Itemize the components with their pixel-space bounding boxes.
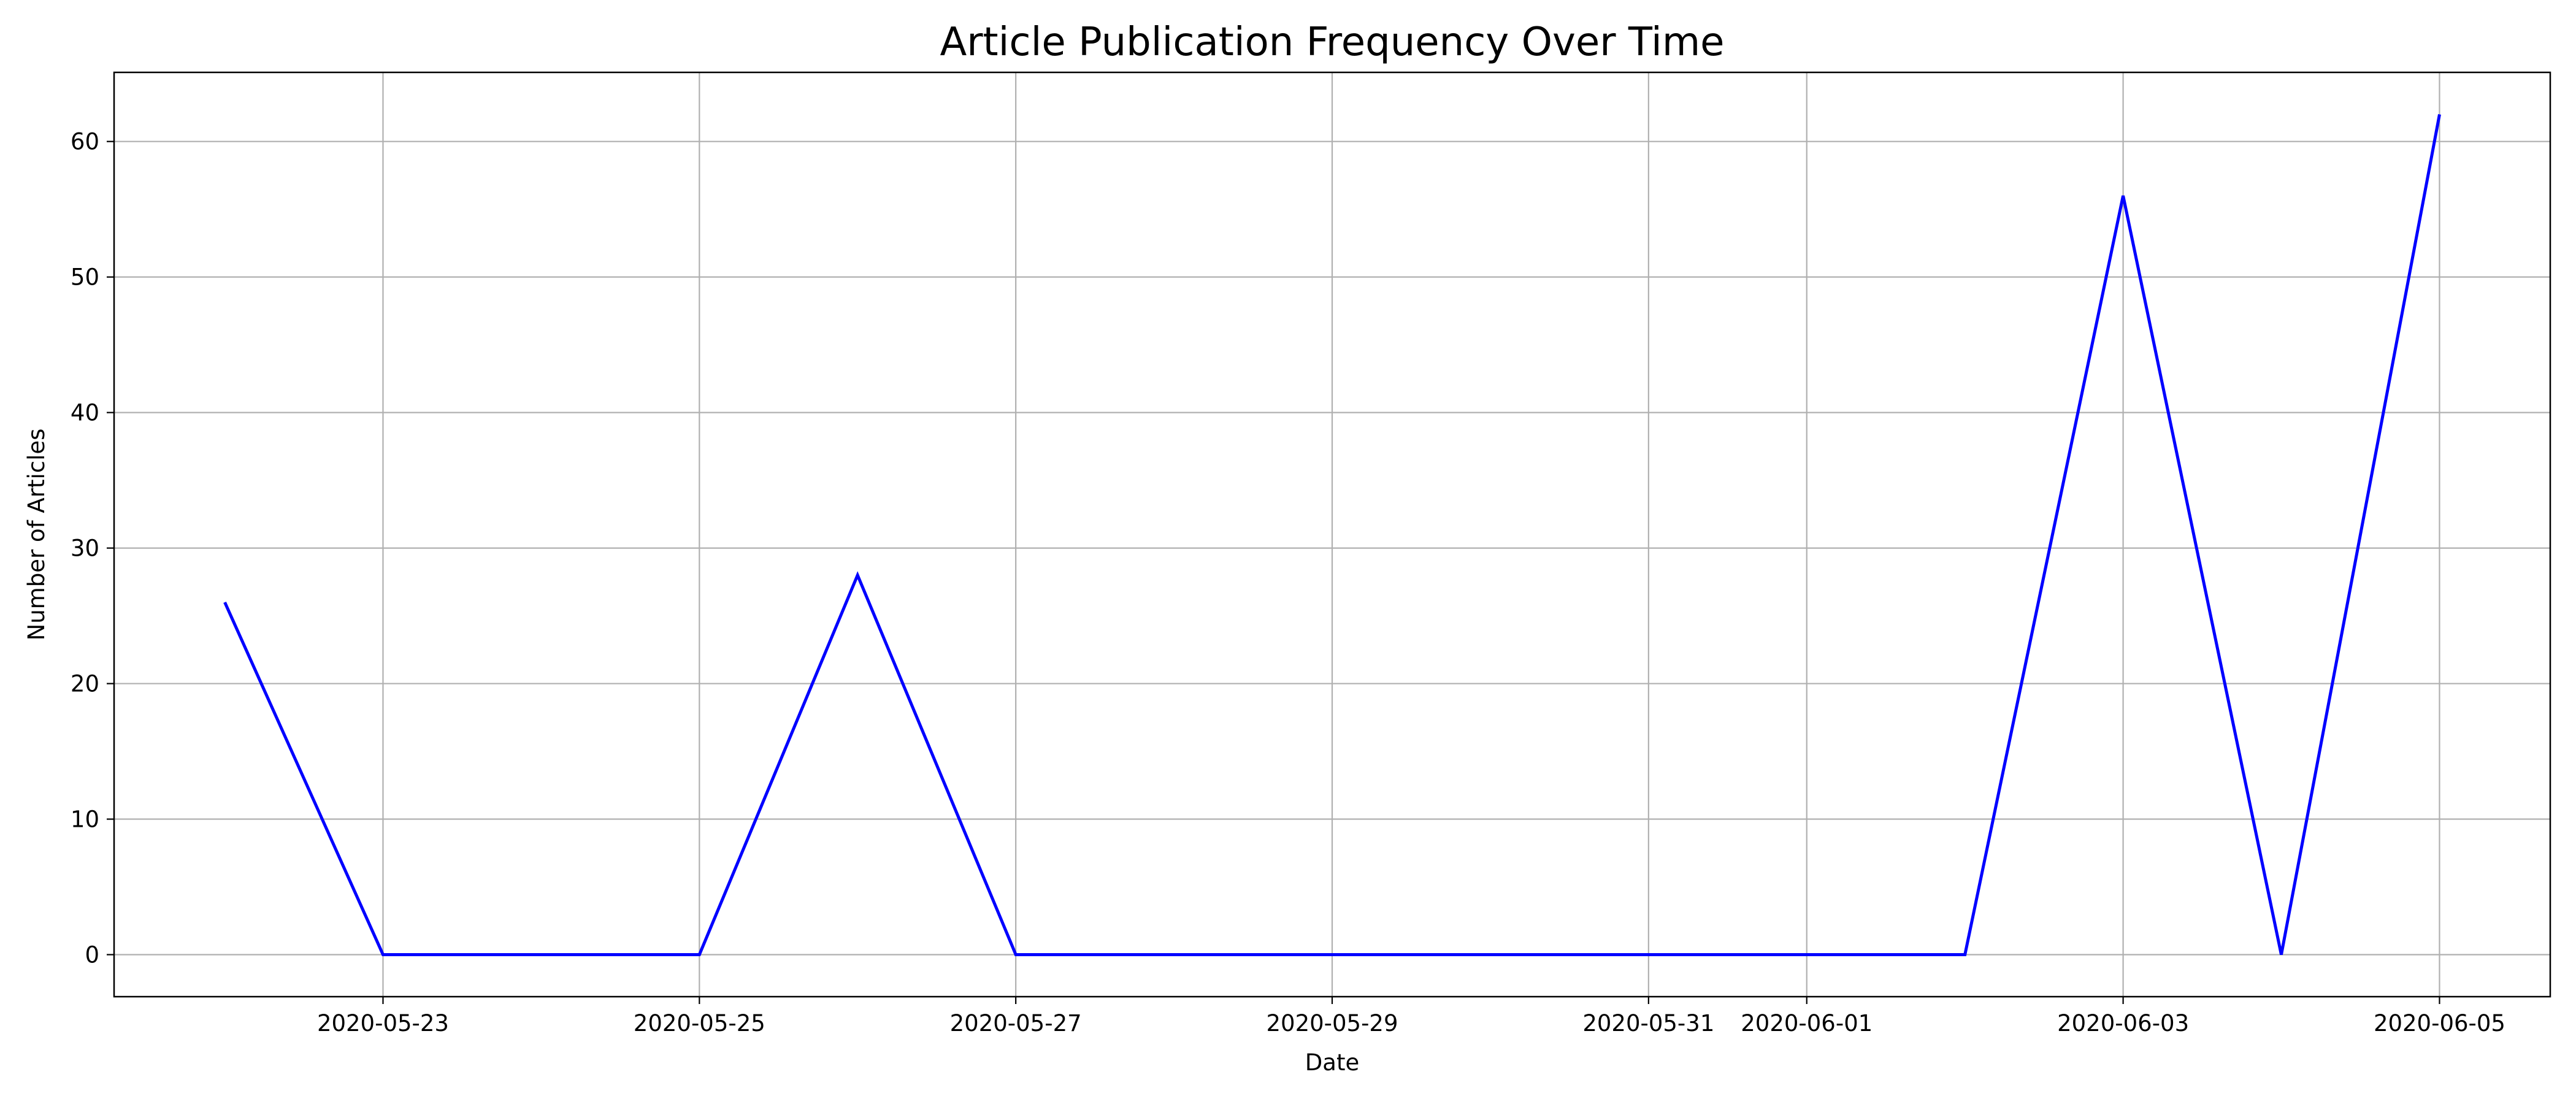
x-tick-label: 2020-06-03 [2057, 1010, 2189, 1037]
x-tick-label: 2020-05-25 [634, 1010, 765, 1037]
y-tick-label: 60 [71, 129, 99, 155]
x-tick-label: 2020-06-05 [2374, 1010, 2505, 1037]
x-tick-label: 2020-05-23 [317, 1010, 449, 1037]
x-tick-label: 2020-05-27 [950, 1010, 1082, 1037]
y-axis: 0 10 20 30 40 50 60 [71, 129, 114, 968]
y-axis-label: Number of Articles [23, 429, 50, 641]
chart-title: Article Publication Frequency Over Time [940, 20, 1724, 65]
x-tick-label: 2020-05-31 [1582, 1010, 1714, 1037]
series-layer [223, 114, 2441, 956]
y-tick-label: 0 [85, 942, 99, 968]
y-tick-label: 40 [71, 400, 99, 426]
grid-lines [114, 72, 2550, 997]
series-line [223, 114, 2441, 956]
y-tick-label: 30 [71, 535, 99, 562]
x-tick-label: 2020-06-01 [1741, 1010, 1873, 1037]
x-axis-label: Date [1305, 1049, 1359, 1076]
x-tick-label: 2020-05-29 [1266, 1010, 1398, 1037]
y-tick-label: 50 [71, 264, 99, 291]
x-axis: 2020-05-23 2020-05-25 2020-05-27 2020-05-29… [317, 997, 2505, 1037]
y-tick-label: 10 [71, 807, 99, 833]
y-tick-label: 20 [71, 671, 99, 697]
